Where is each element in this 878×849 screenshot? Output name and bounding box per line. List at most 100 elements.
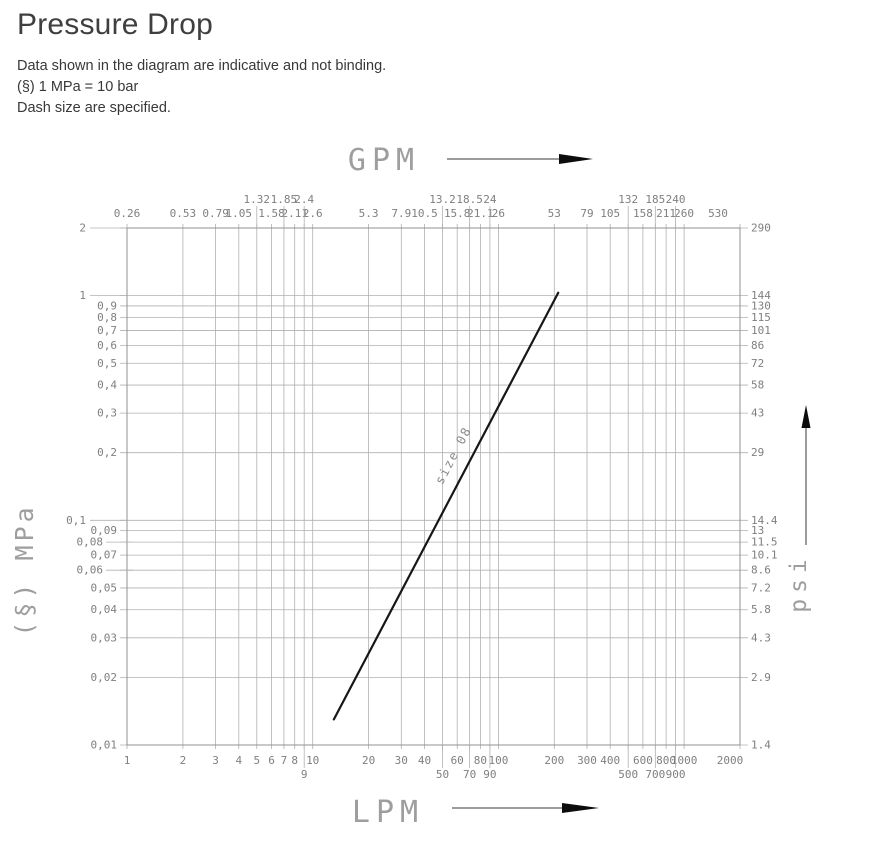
psi-tick-label: 13: [751, 524, 764, 537]
gpm-tick-label: 24: [483, 193, 497, 206]
gpm-tick-label: 132: [618, 193, 638, 206]
lpm-tick-label: 90: [483, 768, 496, 781]
lpm-tick-label: 900: [666, 768, 686, 781]
mpa-tick-label: 0,3: [97, 407, 117, 420]
gpm-tick-label: 15.8: [444, 207, 471, 220]
lpm-tick-label: 300: [577, 754, 597, 767]
psi-tick-label: 58: [751, 379, 764, 392]
lpm-tick-label: 60: [451, 754, 464, 767]
psi-tick-label: 1.4: [751, 739, 771, 752]
gpm-tick-label: 2.11: [281, 207, 308, 220]
psi-tick-label: 115: [751, 311, 771, 324]
lpm-tick-label: 40: [418, 754, 431, 767]
psi-tick-label: 86: [751, 339, 764, 352]
psi-tick-label: 8.6: [751, 564, 771, 577]
lpm-tick-label: 800: [656, 754, 676, 767]
gpm-tick-label: 185: [645, 193, 665, 206]
gpm-tick-label: 530: [708, 207, 728, 220]
lpm-tick-label: 700: [645, 768, 665, 781]
lpm-tick-label: 20: [362, 754, 375, 767]
lpm-axis-title: LPM: [352, 795, 424, 830]
mpa-tick-label: 0,1: [66, 514, 86, 527]
gpm-tick-label: 2.6: [303, 207, 323, 220]
lpm-tick-label: 4: [235, 754, 242, 767]
gpm-arrow-head: [559, 154, 593, 164]
mpa-tick-label: 0,7: [97, 324, 117, 337]
psi-axis-title: psi: [786, 553, 812, 613]
gpm-tick-label: 26: [492, 207, 505, 220]
lpm-tick-label: 8: [291, 754, 298, 767]
series-label: size 08: [432, 424, 475, 487]
lpm-tick-label: 10: [306, 754, 319, 767]
mpa-tick-label: 0,03: [91, 631, 118, 644]
gpm-tick-label: 1.32: [244, 193, 271, 206]
mpa-tick-label: 0,06: [77, 564, 104, 577]
lpm-tick-label: 1000: [671, 754, 698, 767]
gpm-axis-title: GPM: [348, 143, 420, 178]
note-indicative: Data shown in the diagram are indicative…: [17, 58, 387, 74]
psi-tick-label: 4.3: [751, 631, 771, 644]
mpa-axis-title: (§) MPa: [10, 503, 39, 636]
psi-tick-label: 29: [751, 446, 764, 459]
mpa-tick-label: 0,4: [97, 379, 117, 392]
gpm-tick-label: 260: [674, 207, 694, 220]
mpa-tick-label: 0,08: [77, 536, 104, 549]
gpm-tick-label: 0.26: [114, 207, 141, 220]
psi-tick-label: 10.1: [751, 549, 778, 562]
lpm-tick-label: 3: [212, 754, 219, 767]
mpa-tick-label: 0,09: [91, 524, 118, 537]
lpm-tick-label: 600: [633, 754, 653, 767]
gpm-tick-label: 18.5: [456, 193, 483, 206]
lpm-tick-label: 50: [436, 768, 449, 781]
lpm-tick-label: 2: [180, 754, 187, 767]
gpm-tick-label: 5.3: [359, 207, 379, 220]
psi-tick-label: 5.8: [751, 603, 771, 616]
lpm-tick-label: 2000: [717, 754, 744, 767]
lpm-tick-label: 100: [488, 754, 508, 767]
lpm-tick-label: 70: [463, 768, 476, 781]
lpm-tick-label: 6: [268, 754, 275, 767]
lpm-tick-label: 5: [253, 754, 260, 767]
lpm-tick-label: 1: [124, 754, 131, 767]
mpa-tick-label: 0,5: [97, 357, 117, 370]
lpm-tick-label: 200: [544, 754, 564, 767]
mpa-tick-label: 2: [79, 222, 86, 235]
header: Pressure Drop Data shown in the diagram …: [17, 8, 386, 119]
lpm-tick-label: 7: [281, 754, 288, 767]
plot-border: [126, 227, 741, 746]
mpa-tick-label: 0,6: [97, 339, 117, 352]
lpm-tick-label: 400: [600, 754, 620, 767]
mpa-tick-label: 0,04: [91, 603, 118, 616]
note-unit-conversion: (§) 1 MPa = 10 bar: [17, 79, 139, 95]
psi-arrow-head: [801, 405, 811, 428]
psi-tick-label: 7.2: [751, 581, 771, 594]
gpm-tick-label: 1.05: [226, 207, 253, 220]
psi-tick-label: 101: [751, 324, 771, 337]
lpm-tick-label: 30: [395, 754, 408, 767]
gpm-tick-label: 0.79: [202, 207, 229, 220]
mpa-tick-label: 0,02: [91, 671, 118, 684]
page-title: Pressure Drop: [17, 8, 214, 41]
psi-tick-label: 144: [751, 289, 771, 302]
mpa-tick-label: 0,05: [91, 581, 118, 594]
gpm-tick-label: 158: [633, 207, 653, 220]
gpm-tick-label: 79: [580, 207, 593, 220]
series-line: [332, 291, 560, 721]
psi-tick-label: 11.5: [751, 536, 778, 549]
note-dash-size: Dash size are specified.: [17, 100, 171, 116]
mpa-tick-label: 1: [79, 289, 86, 302]
lpm-tick-label: 9: [301, 768, 308, 781]
mpa-tick-label: 0,8: [97, 311, 117, 324]
gpm-tick-label: 1.85: [271, 193, 298, 206]
gpm-tick-label: 21.1: [467, 207, 494, 220]
lpm-tick-label: 80: [474, 754, 487, 767]
psi-tick-label: 130: [751, 299, 771, 312]
gpm-tick-label: 1.58: [258, 207, 285, 220]
gpm-tick-label: 240: [666, 193, 686, 206]
mpa-tick-label: 0,2: [97, 446, 117, 459]
gpm-tick-label: 105: [600, 207, 620, 220]
gpm-tick-label: 2.4: [294, 193, 314, 206]
psi-tick-label: 290: [751, 222, 771, 235]
psi-tick-label: 2.9: [751, 671, 771, 684]
